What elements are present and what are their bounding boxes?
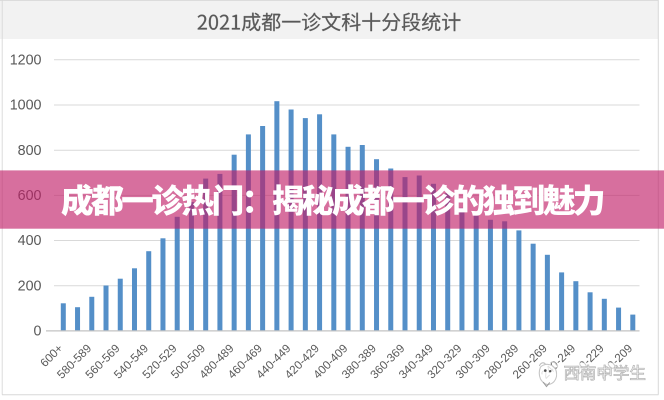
svg-text:0: 0 [34,324,42,340]
svg-text:800: 800 [18,143,42,159]
svg-text:400: 400 [18,233,42,249]
svg-text:1000: 1000 [10,98,42,114]
svg-text:1200: 1200 [10,52,42,68]
svg-text:200: 200 [18,278,42,294]
